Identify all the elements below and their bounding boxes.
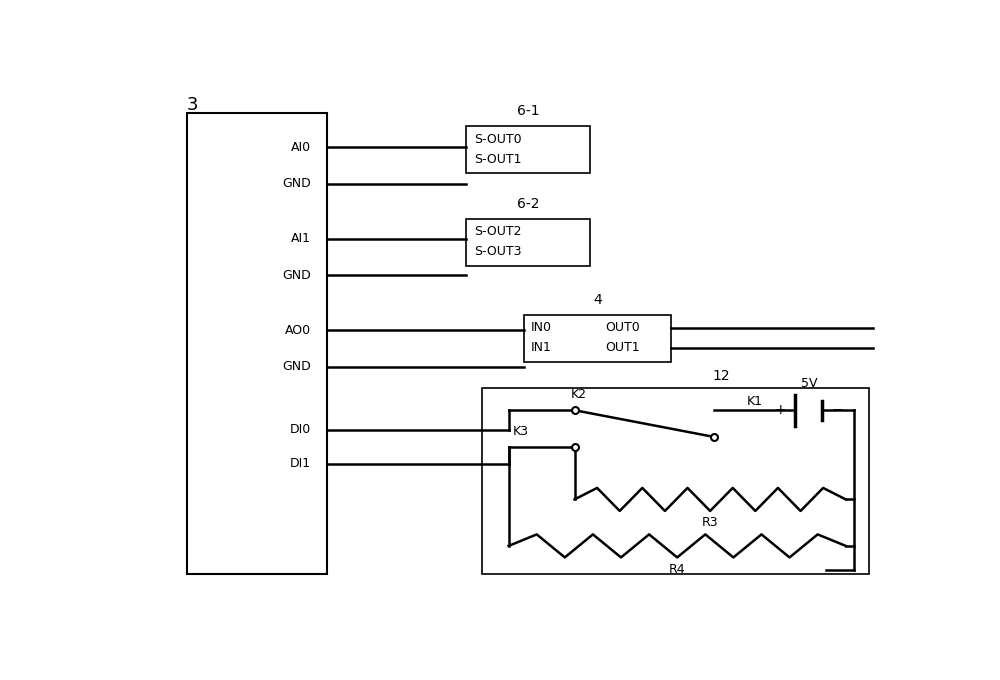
Text: AI0: AI0: [291, 141, 311, 154]
Text: GND: GND: [282, 269, 311, 282]
Text: K1: K1: [747, 394, 763, 407]
Text: OUT0: OUT0: [605, 321, 640, 335]
Text: K2: K2: [571, 388, 587, 401]
Bar: [187, 113, 326, 574]
Text: K3: K3: [512, 425, 528, 438]
Text: S-OUT1: S-OUT1: [474, 152, 521, 166]
Text: R4: R4: [669, 562, 685, 576]
Text: −: −: [832, 403, 843, 418]
Bar: [466, 219, 590, 266]
Text: 12: 12: [713, 369, 731, 383]
Bar: [524, 315, 671, 362]
Text: DI1: DI1: [290, 458, 311, 471]
Text: OUT1: OUT1: [605, 341, 640, 354]
Text: 5V: 5V: [801, 377, 817, 390]
Text: GND: GND: [282, 360, 311, 373]
Text: 4: 4: [593, 293, 602, 307]
Text: S-OUT2: S-OUT2: [474, 226, 521, 239]
Text: 6-2: 6-2: [517, 197, 539, 211]
Text: 6-1: 6-1: [517, 104, 539, 118]
Text: S-OUT3: S-OUT3: [474, 245, 521, 258]
Text: 3: 3: [187, 96, 198, 114]
Text: S-OUT0: S-OUT0: [474, 133, 521, 146]
Text: AO0: AO0: [285, 324, 311, 337]
Bar: [466, 126, 590, 173]
Bar: [482, 388, 869, 574]
Text: IN1: IN1: [530, 341, 551, 354]
Text: +: +: [774, 403, 786, 418]
Text: IN0: IN0: [530, 321, 551, 335]
Text: DI0: DI0: [290, 423, 311, 437]
Text: R3: R3: [702, 516, 718, 529]
Text: AI1: AI1: [291, 232, 311, 245]
Text: GND: GND: [282, 177, 311, 190]
